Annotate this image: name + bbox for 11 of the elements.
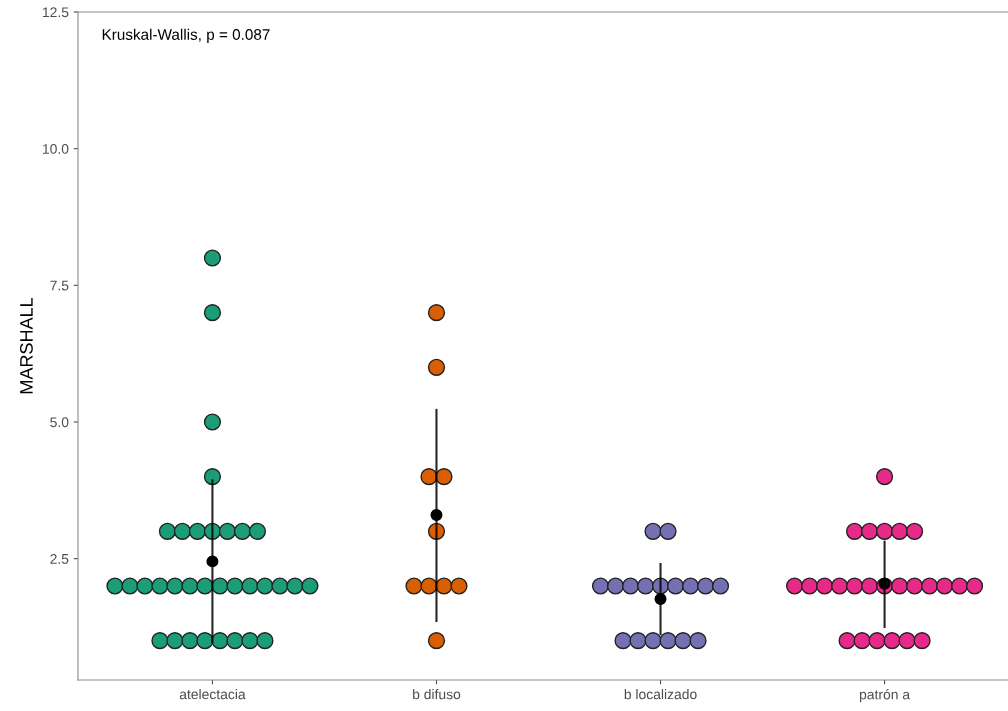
- x-tick-label: patrón a: [859, 689, 911, 703]
- annotation: Kruskal-Wallis, p = 0.087: [102, 28, 270, 43]
- y-tick-label: 5.0: [50, 417, 69, 428]
- y-axis-title: MARSHALL: [20, 297, 33, 394]
- y-tick-label: 2.5: [50, 553, 69, 564]
- y-tick-label: 7.5: [50, 280, 69, 291]
- y-tick-label: 12.5: [43, 7, 69, 18]
- x-tick-label: atelectacia: [179, 689, 246, 700]
- y-tick-label: 10.0: [43, 144, 69, 154]
- x-tick-label: b difuso: [413, 689, 461, 700]
- x-tick-label: b localizado: [624, 689, 697, 700]
